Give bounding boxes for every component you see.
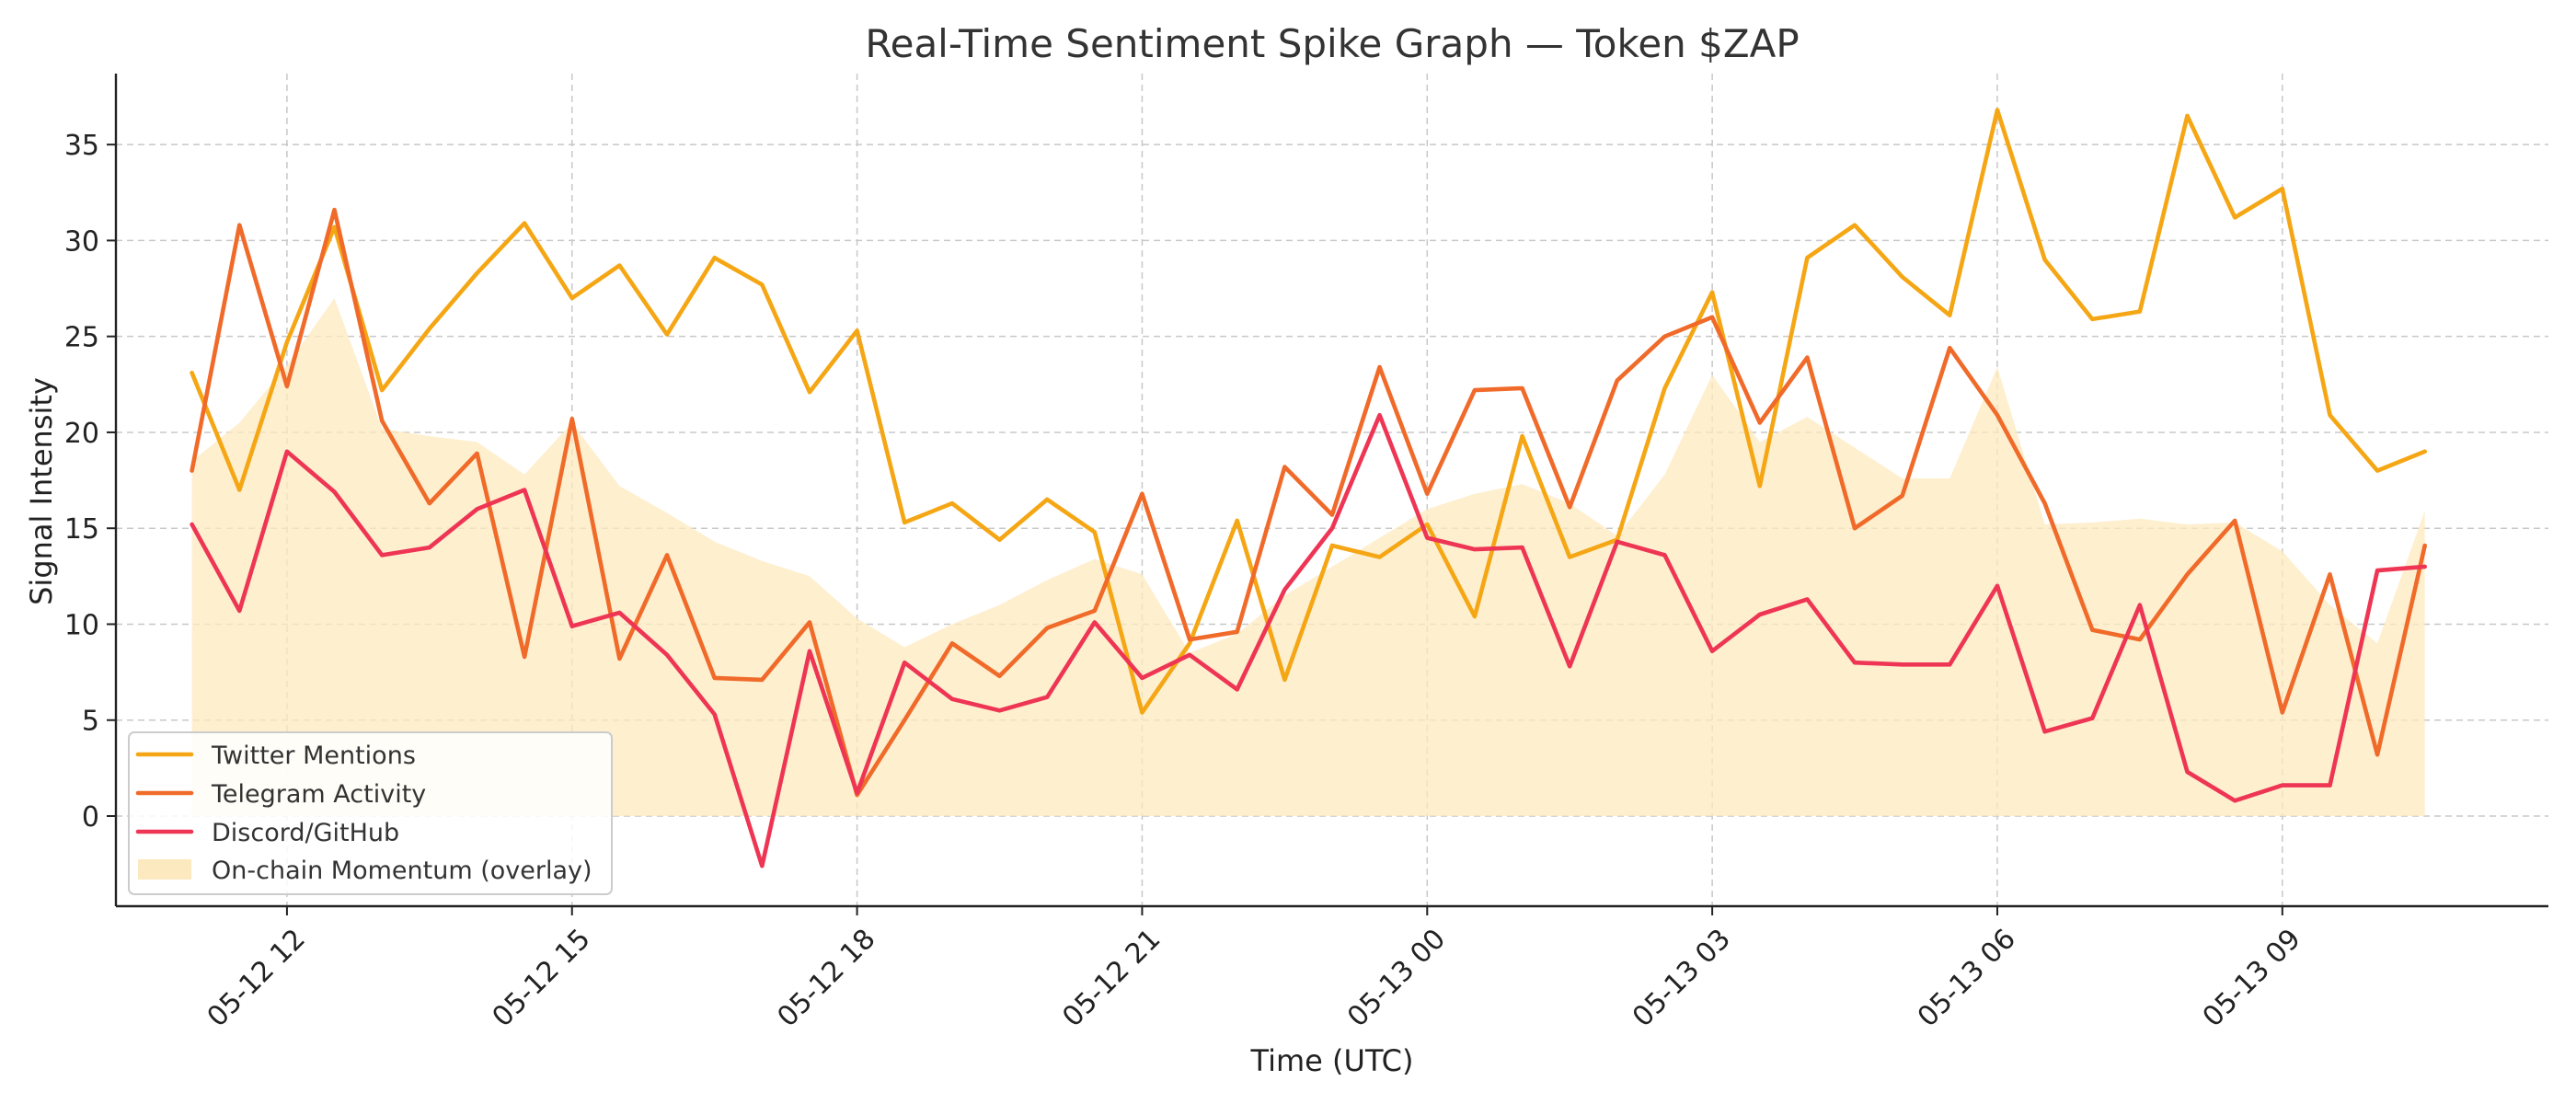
series-line-telegram-activity — [190, 207, 2427, 798]
y-ticks: 0 5 10 15 20 25 30 35 — [64, 130, 116, 834]
legend-label-telegram: Telegram Activity — [211, 780, 426, 809]
legend-label-onchain: On-chain Momentum (overlay) — [212, 857, 592, 885]
x-tick-label: 05-12 18 — [771, 923, 881, 1033]
legend: Twitter Mentions Telegram Activity Disco… — [128, 731, 613, 895]
y-tick-label: 15 — [64, 513, 99, 546]
x-ticks: 05-12 12 05-12 15 05-12 18 05-12 21 05-13 00… — [201, 906, 2307, 1033]
y-tick-label: 35 — [64, 130, 99, 162]
x-tick-label: 05-13 03 — [1627, 923, 1737, 1033]
series-line-discord-github — [190, 412, 2427, 868]
series-line-twitter-mentions — [190, 108, 2427, 715]
chart-title: Real-Time Sentiment Spike Graph — Token … — [865, 21, 1799, 66]
x-tick-label: 05-13 00 — [1341, 923, 1452, 1033]
axes — [114, 74, 2548, 908]
y-tick-label: 20 — [64, 418, 99, 450]
x-tick-label: 05-12 15 — [487, 923, 597, 1033]
x-tick-label: 05-12 21 — [1056, 923, 1167, 1033]
line-layer — [190, 108, 2427, 868]
y-tick-label: 0 — [82, 801, 99, 834]
legend-label-twitter: Twitter Mentions — [211, 742, 416, 770]
y-tick-label: 5 — [82, 706, 99, 738]
y-tick-label: 30 — [64, 225, 99, 258]
x-tick-label: 05-13 06 — [1912, 923, 2022, 1033]
x-tick-label: 05-13 09 — [2197, 923, 2307, 1033]
y-axis-label: Signal Intensity — [24, 377, 59, 605]
y-tick-label: 10 — [64, 609, 99, 641]
area-layer — [191, 298, 2425, 816]
y-tick-label: 25 — [64, 322, 99, 354]
legend-box — [128, 731, 613, 895]
legend-swatch-onchain — [138, 859, 191, 880]
x-axis-label: Time (UTC) — [1250, 1043, 1414, 1078]
legend-label-discord: Discord/GitHub — [212, 819, 399, 847]
x-tick-label: 05-12 12 — [201, 923, 312, 1033]
area-on-chain-momentum-overlay — [191, 298, 2425, 816]
